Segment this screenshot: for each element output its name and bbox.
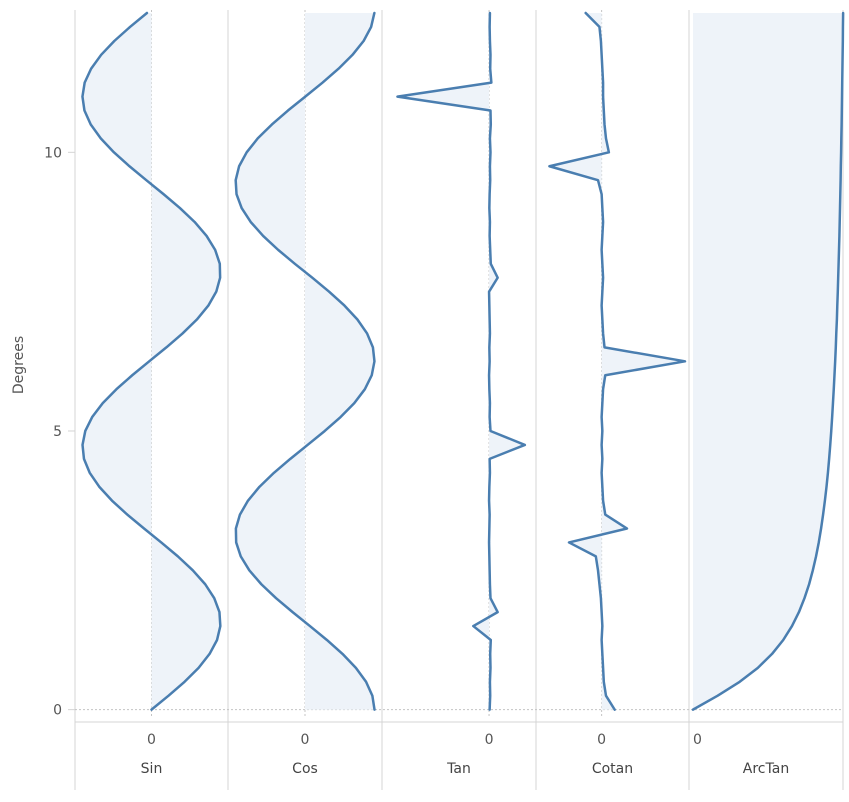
y-tick-label-2: 10 — [44, 145, 62, 161]
arctan-panel-label: ArcTan — [743, 761, 789, 777]
sin-panel-label: Sin — [141, 761, 163, 777]
cos-area — [235, 13, 375, 710]
cotan-area — [549, 13, 685, 710]
cotan-line — [548, 11, 687, 711]
y-tick-label-1: 5 — [53, 424, 62, 440]
cotan-panel-label: Cotan — [592, 761, 633, 777]
tan-zero-tick-label: 0 — [485, 732, 494, 748]
arctan-area — [693, 13, 844, 710]
arctan-line — [691, 11, 845, 711]
y-tick-label-0: 0 — [53, 703, 62, 719]
sin-zero-tick-label: 0 — [147, 732, 156, 748]
sin-line — [81, 11, 222, 711]
cos-panel-label: Cos — [292, 761, 318, 777]
sin-area — [82, 13, 221, 710]
axis-layer: 0 5 10 0 Sin 0 Cos 0 Tan 0 Cotan 0 ArcTan — [44, 145, 789, 777]
tan-area — [397, 13, 525, 710]
y-axis-title: Degrees — [11, 336, 27, 394]
plot-layer — [81, 11, 845, 711]
cos-line — [234, 11, 376, 711]
cos-zero-tick-label: 0 — [301, 732, 310, 748]
tan-line — [396, 11, 527, 711]
arctan-zero-tick-label: 0 — [693, 732, 702, 748]
tan-panel-label: Tan — [446, 761, 471, 777]
cotan-zero-tick-label: 0 — [597, 732, 606, 748]
